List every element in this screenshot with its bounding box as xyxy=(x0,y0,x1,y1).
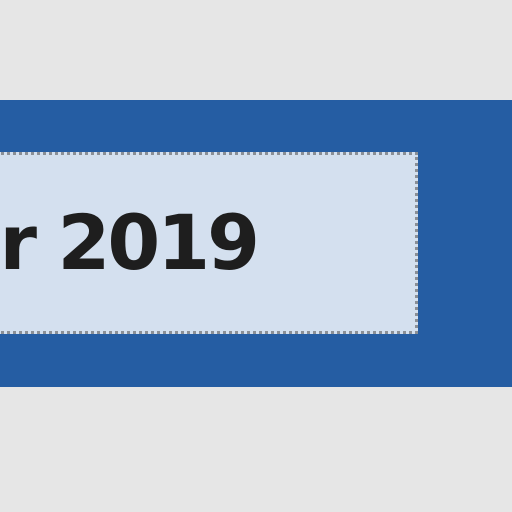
banner-label-box[interactable]: er 2019 xyxy=(0,152,418,334)
banner-label-text: er 2019 xyxy=(0,198,260,287)
banner: er 2019 xyxy=(0,100,512,387)
